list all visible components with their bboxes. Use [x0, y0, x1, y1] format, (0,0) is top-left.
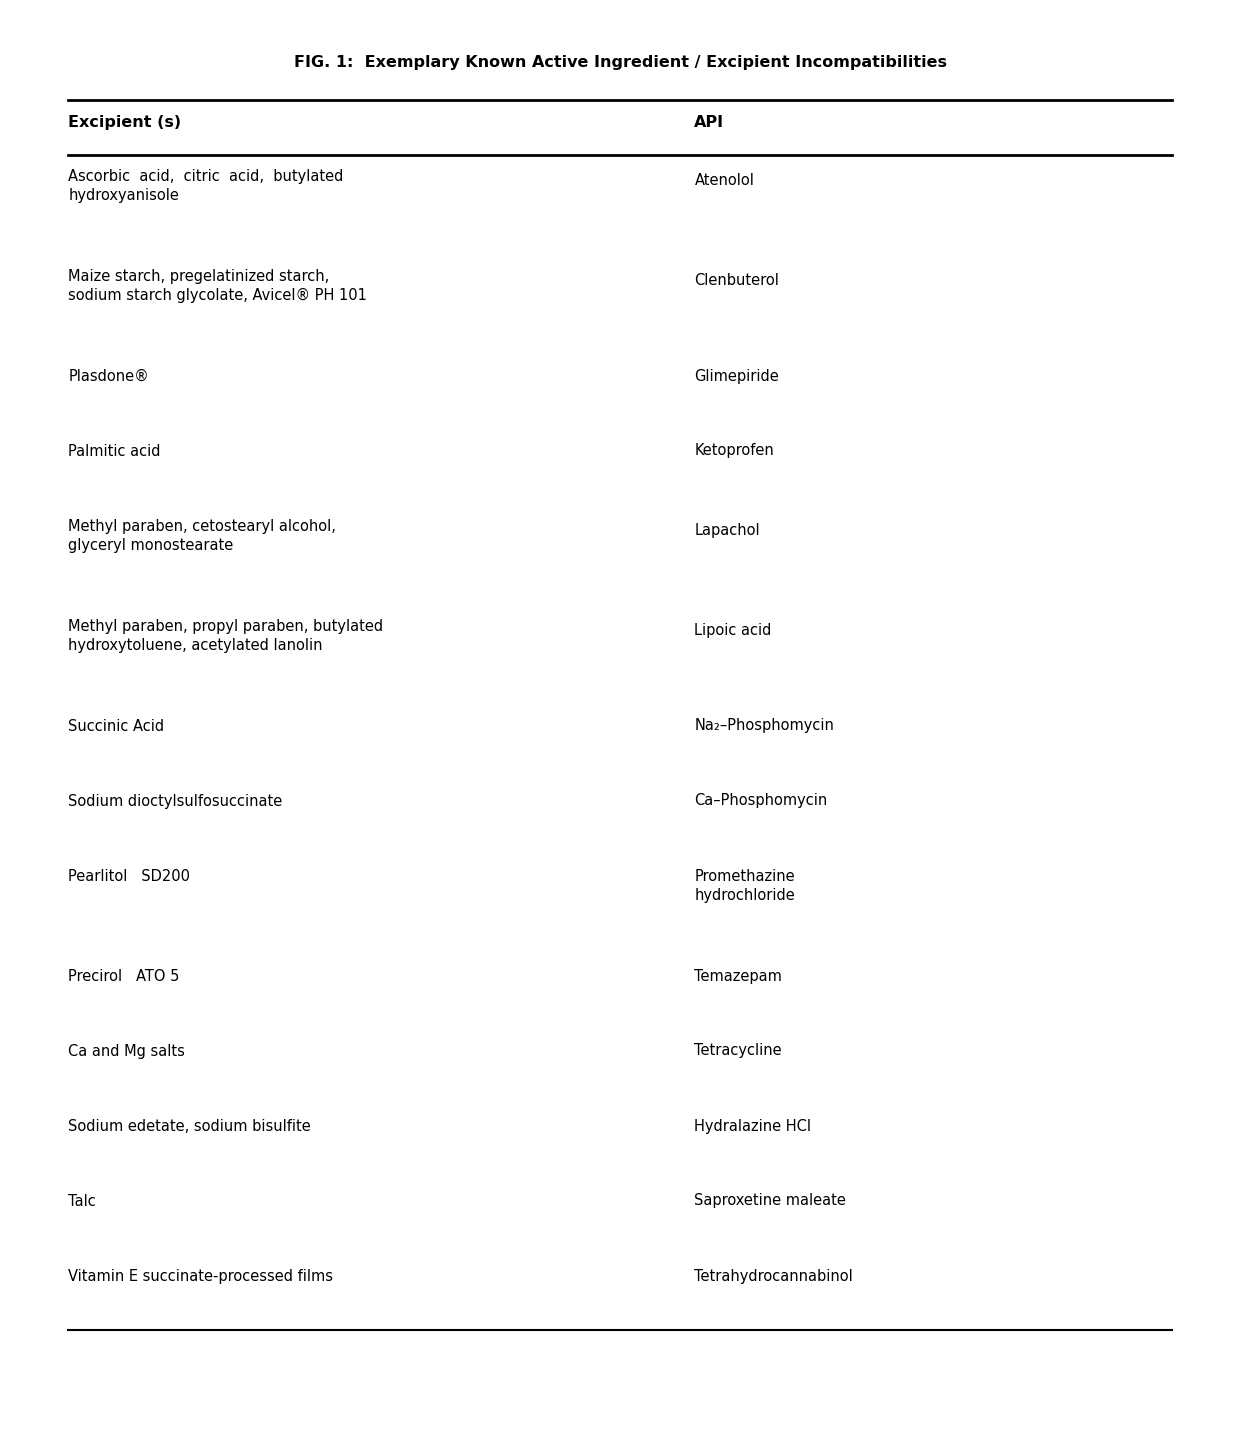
Text: Ca and Mg salts: Ca and Mg salts: [68, 1044, 185, 1059]
Text: Glimepiride: Glimepiride: [694, 368, 779, 384]
Text: Precirol   ATO 5: Precirol ATO 5: [68, 968, 180, 984]
Text: Na₂–Phosphomycin: Na₂–Phosphomycin: [694, 718, 835, 733]
Text: Succinic Acid: Succinic Acid: [68, 718, 165, 734]
Text: Palmitic acid: Palmitic acid: [68, 443, 161, 459]
Text: Ketoprofen: Ketoprofen: [694, 443, 774, 458]
Text: Vitamin E succinate-processed films: Vitamin E succinate-processed films: [68, 1269, 334, 1284]
Text: Saproxetine maleate: Saproxetine maleate: [694, 1194, 846, 1208]
Text: Ca–Phosphomycin: Ca–Phosphomycin: [694, 794, 827, 808]
Text: Plasdone®: Plasdone®: [68, 369, 149, 384]
Text: Hydralazine HCl: Hydralazine HCl: [694, 1118, 811, 1134]
Text: FIG. 1:  Exemplary Known Active Ingredient / Excipient Incompatibilities: FIG. 1: Exemplary Known Active Ingredien…: [294, 55, 946, 70]
Text: Talc: Talc: [68, 1194, 95, 1208]
Text: Methyl paraben, propyl paraben, butylated
hydroxytoluene, acetylated lanolin: Methyl paraben, propyl paraben, butylate…: [68, 619, 383, 653]
Text: Lapachol: Lapachol: [694, 523, 760, 538]
Text: Ascorbic  acid,  citric  acid,  butylated
hydroxyanisole: Ascorbic acid, citric acid, butylated hy…: [68, 169, 343, 204]
Text: Pearlitol   SD200: Pearlitol SD200: [68, 869, 190, 884]
Text: Temazepam: Temazepam: [694, 968, 782, 983]
Text: Sodium edetate, sodium bisulfite: Sodium edetate, sodium bisulfite: [68, 1120, 311, 1134]
Text: Promethazine
hydrochloride: Promethazine hydrochloride: [694, 869, 795, 903]
Text: Methyl paraben, cetostearyl alcohol,
glyceryl monostearate: Methyl paraben, cetostearyl alcohol, gly…: [68, 519, 336, 553]
Text: Tetrahydrocannabinol: Tetrahydrocannabinol: [694, 1268, 853, 1284]
Text: Tetracycline: Tetracycline: [694, 1044, 782, 1059]
Text: Maize starch, pregelatinized starch,
sodium starch glycolate, Avicel® PH 101: Maize starch, pregelatinized starch, sod…: [68, 269, 367, 304]
Text: Clenbuterol: Clenbuterol: [694, 273, 779, 288]
Text: API: API: [694, 115, 724, 129]
Text: Sodium dioctylsulfosuccinate: Sodium dioctylsulfosuccinate: [68, 794, 283, 808]
Text: Lipoic acid: Lipoic acid: [694, 622, 771, 638]
Text: Excipient (s): Excipient (s): [68, 115, 181, 129]
Text: Atenolol: Atenolol: [694, 173, 754, 188]
